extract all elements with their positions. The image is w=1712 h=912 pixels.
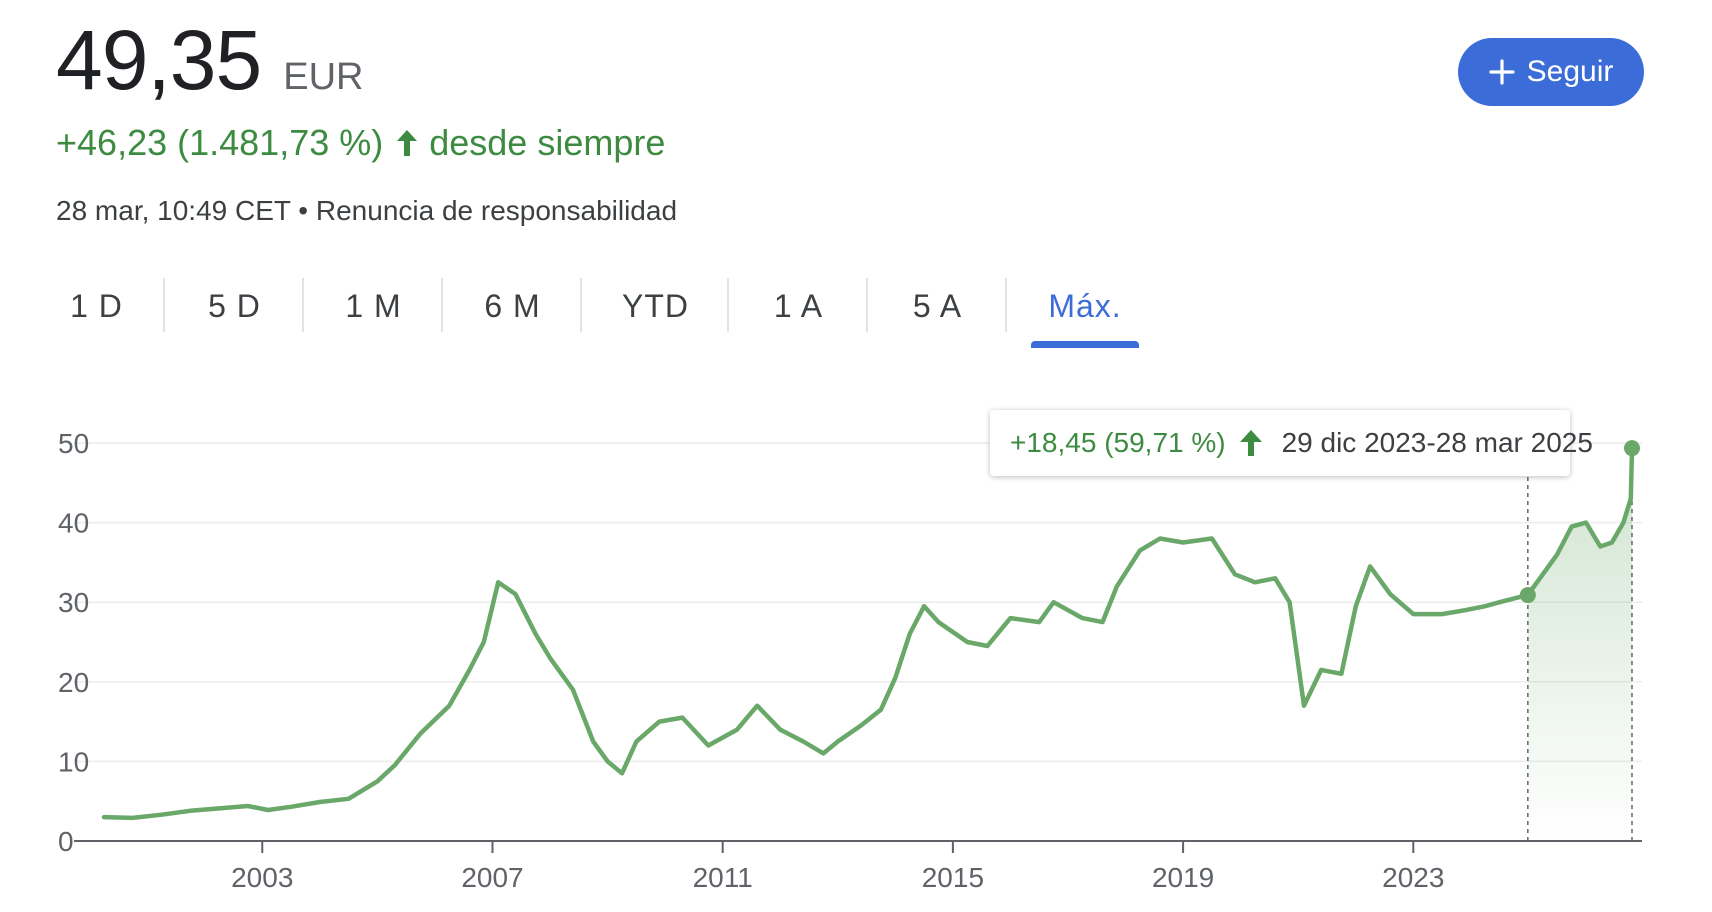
- timestamp: 28 mar, 10:49 CET: [56, 195, 291, 226]
- tooltip-change: +18,45 (59,71 %): [1010, 427, 1226, 458]
- tab-1a[interactable]: 1 A: [729, 270, 868, 342]
- arrow-up-icon: [1238, 428, 1264, 458]
- tab-5a[interactable]: 5 A: [868, 270, 1007, 342]
- currency-label: EUR: [283, 56, 364, 98]
- x-tick-label: 2019: [1152, 862, 1214, 893]
- price-line: [1525, 445, 1635, 598]
- tab-1m[interactable]: 1 M: [304, 270, 443, 342]
- quote-meta: 28 mar, 10:49 CET • Renuncia de responsa…: [56, 195, 677, 227]
- x-tick-label: 2007: [461, 862, 523, 893]
- arrow-up-icon: [395, 128, 419, 158]
- x-tick-label: 2011: [693, 862, 753, 893]
- meta-separator: •: [298, 195, 309, 226]
- tab-ytd[interactable]: YTD: [582, 270, 729, 342]
- y-tick-label: 30: [58, 587, 89, 618]
- quote-header: 49,35 EUR: [56, 18, 363, 102]
- price-chart[interactable]: 0 10 20 30 40 50 2003 2007 2011 2015 2019 2023: [0, 380, 1712, 912]
- range-tabs: 1 D 5 D 1 M 6 M YTD 1 A 5 A Máx.: [28, 270, 1163, 348]
- range-tooltip: +18,45 (59,71 %) 29 dic 2023-28 mar 2025: [990, 410, 1593, 476]
- current-price: 49,35: [56, 13, 262, 107]
- tab-label: 5 A: [912, 287, 963, 324]
- x-tick-label: 2003: [231, 862, 293, 893]
- tab-label: 5 D: [208, 287, 261, 324]
- follow-button-label: Seguir: [1526, 55, 1614, 88]
- y-tick-label: 40: [58, 508, 89, 539]
- tab-label: Máx.: [1048, 287, 1122, 324]
- tab-1d[interactable]: 1 D: [28, 270, 165, 342]
- tab-max[interactable]: Máx.: [1007, 270, 1163, 348]
- change-value: +46,23 (1.481,73 %): [56, 122, 384, 163]
- y-tick-label: 10: [58, 746, 89, 777]
- change-period: desde siempre: [429, 122, 666, 163]
- tab-6m[interactable]: 6 M: [443, 270, 582, 342]
- range-area: [1527, 448, 1632, 841]
- tab-label: 1 D: [70, 287, 123, 324]
- tab-label: 6 M: [484, 287, 541, 324]
- tab-label: 1 A: [773, 287, 824, 324]
- tab-label: YTD: [622, 287, 689, 324]
- y-tick-label: 0: [58, 826, 74, 857]
- tab-5d[interactable]: 5 D: [165, 270, 304, 342]
- disclaimer-link[interactable]: Renuncia de responsabilidad: [315, 195, 678, 226]
- price-change: +46,23 (1.481,73 %) desde siempre: [56, 122, 665, 164]
- range-start-point: [1519, 587, 1536, 604]
- range-end-point: [1624, 440, 1640, 457]
- y-tick-label: 50: [58, 428, 89, 459]
- x-tick-label: 2023: [1382, 862, 1444, 893]
- follow-button[interactable]: Seguir: [1458, 38, 1644, 106]
- price-line: [101, 536, 1531, 821]
- tab-label: 1 M: [345, 287, 402, 324]
- tooltip-range: 29 dic 2023-28 mar 2025: [1281, 427, 1593, 458]
- y-tick-label: 20: [58, 667, 89, 698]
- x-tick-label: 2015: [922, 862, 984, 893]
- plus-icon: [1489, 59, 1515, 85]
